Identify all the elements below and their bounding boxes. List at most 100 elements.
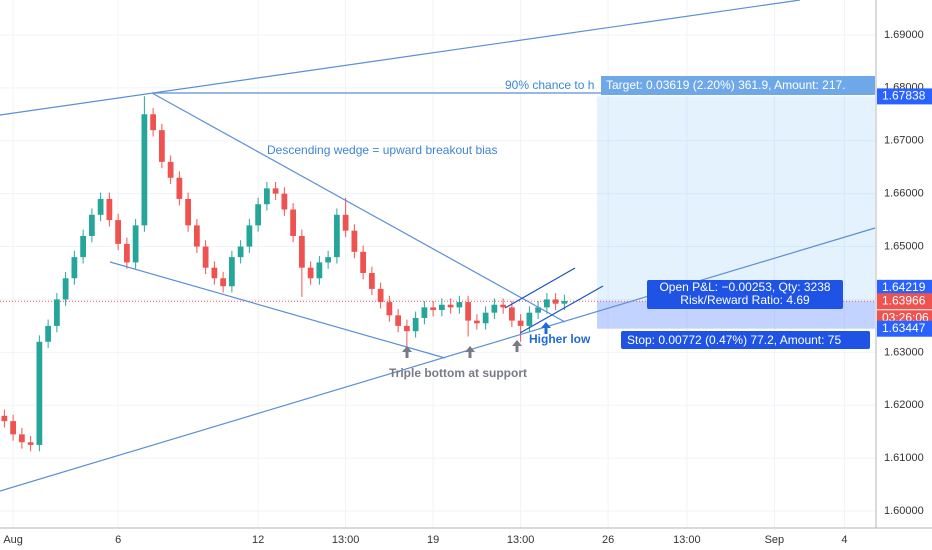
y-tick-label: 1.61000 — [884, 452, 924, 464]
chance-note: 90% chance to h — [505, 78, 594, 92]
candle-body — [351, 230, 358, 252]
candle-body — [508, 307, 515, 321]
candle-body — [368, 272, 375, 289]
candle-body — [1, 415, 8, 422]
price-label: 1.63447 — [882, 321, 926, 335]
candle-body — [88, 214, 95, 236]
candle-body — [500, 304, 507, 308]
candle-body — [220, 278, 227, 287]
candle-body — [211, 267, 218, 279]
candle-body — [141, 114, 148, 226]
candle-body — [561, 301, 568, 304]
candle-body — [482, 312, 489, 324]
candle-body — [97, 198, 104, 215]
price-label-box — [877, 293, 932, 310]
candle-body — [10, 421, 17, 435]
candle-body — [246, 225, 253, 247]
flag-lower — [519, 285, 604, 334]
arrow — [512, 340, 522, 352]
price-label-box — [877, 279, 932, 296]
candle-body — [316, 262, 323, 279]
wedge-upper — [151, 92, 566, 323]
x-tick-label: 13:00 — [332, 534, 360, 546]
y-tick-label: 1.62000 — [884, 399, 924, 411]
candle-body — [237, 246, 244, 258]
candle-body — [395, 315, 402, 326]
candle-body — [132, 225, 139, 263]
candle-body — [80, 235, 87, 258]
higher-low-note: Higher low — [529, 332, 591, 346]
price-label: 1.63966 — [882, 293, 926, 307]
y-tick-label: 1.65000 — [884, 240, 924, 252]
candle-body — [45, 325, 52, 342]
candle-body — [438, 304, 445, 311]
candle-body — [106, 198, 113, 221]
y-tick-label: 1.69000 — [884, 29, 924, 41]
candle-body — [386, 302, 393, 316]
x-tick-label: 19 — [427, 534, 439, 546]
candle-body — [543, 299, 550, 308]
support-note: Triple bottom at support — [389, 366, 527, 380]
channel-upper — [0, 0, 801, 116]
candle-body — [167, 161, 174, 178]
higher-low-arrow — [541, 322, 551, 334]
stop-label: Stop: 0.00772 (0.47%) 77.2, Amount: 75 — [627, 333, 841, 347]
axes: 1.600001.610001.620001.630001.640001.650… — [3, 29, 932, 546]
x-tick-label: 4 — [841, 534, 847, 546]
candle-body — [535, 307, 542, 313]
target-zone — [597, 96, 875, 302]
candle-body — [360, 251, 367, 273]
x-tick-label: 26 — [602, 534, 614, 546]
x-tick-label: Aug — [3, 534, 23, 546]
candle-body — [473, 320, 480, 324]
candle-body — [421, 307, 428, 318]
candle-body — [263, 188, 270, 205]
wedge-lower — [109, 261, 446, 359]
candle-body — [185, 198, 192, 226]
candle-body — [202, 246, 209, 268]
y-tick-label: 1.66000 — [884, 188, 924, 200]
candle-body — [517, 320, 524, 326]
candle-body — [53, 299, 60, 326]
flag-upper — [504, 267, 576, 309]
candle-body — [255, 204, 262, 226]
price-label-box — [877, 320, 932, 337]
candle-body — [228, 257, 235, 287]
target-label: Target: 0.03619 (2.20%) 361.9, Amount: 2… — [606, 78, 846, 92]
candle-body — [18, 434, 25, 443]
candle-body — [377, 288, 384, 303]
candle-body — [272, 188, 279, 194]
candle-body — [62, 278, 69, 300]
channel-lower — [0, 227, 876, 492]
candle-body — [456, 302, 463, 308]
candle-body — [36, 341, 43, 445]
drawings — [0, 0, 876, 492]
candle-body — [526, 312, 533, 326]
candle-body — [403, 325, 410, 332]
candle-body — [193, 225, 200, 247]
candle-body — [491, 304, 498, 313]
price-label: 1.67838 — [882, 89, 926, 103]
x-tick-label: 12 — [252, 534, 264, 546]
y-tick-label: 1.63000 — [884, 346, 924, 358]
candle-body — [333, 214, 340, 258]
position-zones — [0, 96, 875, 329]
price-label-box — [877, 88, 932, 105]
candle-body — [71, 257, 78, 279]
candle-body — [27, 442, 34, 445]
candle-body — [176, 177, 183, 199]
candle-body — [150, 114, 157, 131]
target-label-box — [601, 76, 875, 95]
wedge-note: Descending wedge = upward breakout bias — [267, 143, 497, 157]
candle-body — [342, 214, 349, 231]
candles — [1, 96, 568, 452]
x-tick-label: 6 — [115, 534, 121, 546]
candle-body — [325, 257, 332, 263]
x-tick-label: 13:00 — [507, 534, 535, 546]
candle-body — [123, 243, 130, 263]
candle-body — [552, 299, 559, 304]
support-arrows — [402, 340, 522, 358]
candle-body — [281, 193, 288, 210]
candle-body — [430, 307, 437, 311]
candle-body — [412, 317, 419, 332]
